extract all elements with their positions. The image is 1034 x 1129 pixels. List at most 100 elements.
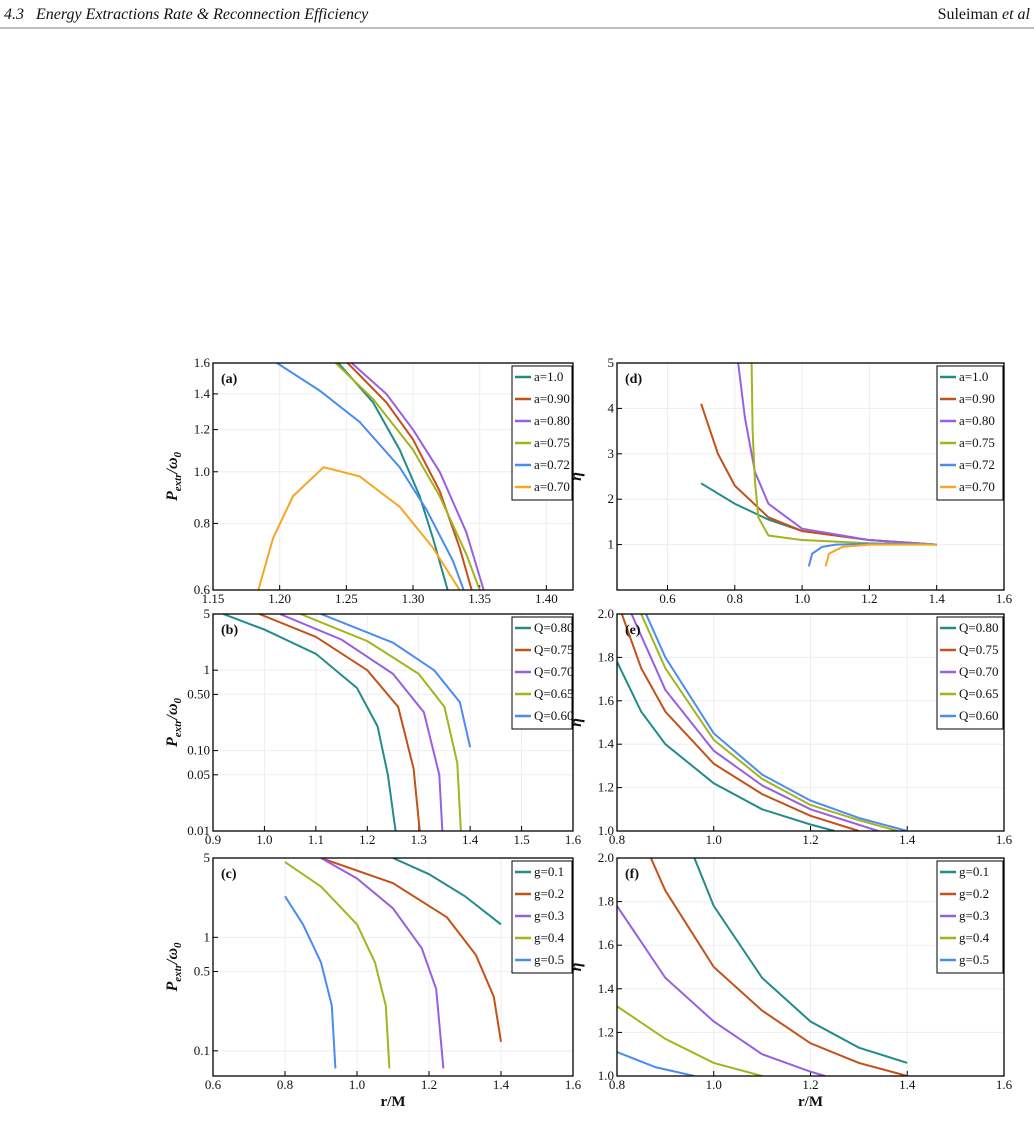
legend-label: a=1.0	[534, 369, 563, 384]
data-line	[737, 363, 937, 546]
y-tick-label: 1.0	[598, 823, 614, 838]
x-tick-label: 1.2	[359, 832, 375, 847]
x-tick-label: 1.25	[335, 591, 358, 606]
x-tick-label: 0.9	[205, 832, 221, 847]
x-tick-label: 0.6	[659, 591, 676, 606]
legend-label: a=0.90	[534, 391, 570, 406]
legend-label: Q=0.75	[959, 642, 998, 657]
y-tick-label: 1.0	[194, 464, 210, 479]
x-tick-label: 1.30	[402, 591, 425, 606]
label-subscript: extr	[172, 719, 184, 737]
y-tick-label: 1	[608, 537, 615, 552]
legend-label: g=0.1	[959, 864, 989, 879]
chart-panel: 1.15 1.20 1.25 1.30 1.35 1.40 0.6 0.8 1.0 1.2 1.4 1…	[164, 355, 574, 606]
data-line	[700, 403, 937, 546]
data-line	[334, 363, 481, 590]
plot-frame	[616, 613, 1005, 832]
y-tick-label: 1.2	[598, 780, 614, 795]
data-line	[617, 1051, 695, 1076]
legend-label: Q=0.65	[534, 686, 573, 701]
legend-label: g=0.4	[959, 930, 990, 945]
y-tick-label: 0.8	[194, 515, 210, 530]
label-subscript: extr	[172, 963, 184, 981]
legend-box	[511, 365, 573, 501]
plot-frame	[212, 857, 574, 1077]
data-line	[617, 1005, 763, 1076]
label-part: /ω	[164, 948, 181, 965]
data-line	[320, 858, 502, 1042]
plot-frame	[212, 613, 574, 832]
x-tick-label: 1.3	[411, 832, 427, 847]
y-axis-label: η	[568, 718, 585, 727]
chart-panel: 0.8 1.0 1.2 1.4 1.61.01.21.41.61.82.0(e)ηQ=0…	[568, 606, 1013, 847]
legend-label: a=0.72	[959, 457, 995, 472]
y-tick-label: 5	[204, 606, 211, 621]
data-line	[620, 614, 860, 831]
panel-label: (a)	[221, 372, 238, 387]
x-axis-label: r/M	[798, 1094, 823, 1110]
plot-frame	[616, 857, 1005, 1077]
data-line	[750, 363, 937, 546]
section-title: Energy Extractions Rate & Reconnection E…	[35, 6, 369, 23]
legend-label: Q=0.80	[959, 620, 998, 635]
panel-label: (f)	[625, 867, 639, 882]
data-line	[649, 858, 908, 1076]
author: Suleiman	[938, 6, 998, 23]
y-tick-label: 0.50	[187, 686, 210, 701]
y-tick-label: 5	[608, 355, 615, 370]
legend-label: Q=0.75	[534, 642, 573, 657]
label-part: P	[164, 737, 181, 748]
data-line	[392, 858, 502, 926]
y-axis-label: η	[568, 962, 585, 971]
chart-panel: 0.9 1.0 1.1 1.2 1.3 1.4 1.5 1.6 0.01 0.05 0.10 0.50…	[164, 606, 582, 847]
y-tick-label: 1.8	[598, 649, 614, 664]
y-tick-label: 1.4	[598, 736, 615, 751]
plot-frame	[616, 362, 1005, 591]
x-tick-label: 0.8	[609, 832, 625, 847]
legend: a=1.0 a=0.90 a=0.80 a=0.75 a=0.72 a=0.70	[511, 365, 573, 501]
legend-label: Q=0.70	[534, 664, 573, 679]
data-line	[824, 543, 937, 567]
panel-label: (e)	[625, 623, 641, 638]
author-suffix: et al	[1002, 6, 1031, 23]
data-line	[693, 858, 908, 1064]
label-part: η	[568, 472, 585, 481]
x-tick-label: 1.35	[468, 591, 491, 606]
x-tick-label: 1.2	[421, 1077, 437, 1092]
legend: Q=0.80 Q=0.75 Q=0.70 Q=0.65 Q=0.60	[511, 616, 573, 730]
y-axis-label: Pextr/ω0	[164, 697, 184, 748]
x-tick-label: 1.4	[493, 1077, 510, 1092]
legend-label: g=0.3	[534, 908, 564, 923]
y-tick-label: 0.10	[187, 743, 210, 758]
y-tick-label: 1	[204, 662, 211, 677]
y-tick-label: 0.6	[194, 582, 211, 597]
data-line	[617, 905, 826, 1076]
data-line	[276, 363, 465, 590]
y-tick-label: 1.6	[598, 693, 615, 708]
y-tick-label: 0.1	[194, 1043, 210, 1058]
legend-label: g=0.3	[959, 908, 989, 923]
x-tick-label: 1.6	[565, 1077, 582, 1092]
legend-label: g=0.5	[959, 952, 989, 967]
x-tick-label: 1.0	[706, 1077, 722, 1092]
y-tick-label: 1.0	[598, 1068, 614, 1083]
x-tick-label: 1.6	[996, 591, 1013, 606]
label-part: η	[568, 718, 585, 727]
section-number: 4.3	[4, 6, 24, 23]
label-part: P	[164, 491, 181, 502]
panel-label: (c)	[221, 867, 237, 882]
y-tick-label: 1.4	[598, 981, 615, 996]
label-part: η	[568, 962, 585, 971]
y-tick-label: 5	[204, 850, 211, 865]
x-tick-label: 1.4	[899, 832, 916, 847]
y-tick-label: 1.8	[598, 894, 614, 909]
y-tick-label: 1.2	[194, 422, 210, 437]
legend-box	[936, 365, 1004, 501]
legend-label: g=0.5	[534, 952, 564, 967]
legend-label: a=0.70	[959, 479, 995, 494]
label-part: /ω	[164, 703, 181, 720]
y-tick-label: 0.01	[187, 823, 210, 838]
legend-label: g=0.1	[534, 864, 564, 879]
data-line	[320, 614, 472, 748]
